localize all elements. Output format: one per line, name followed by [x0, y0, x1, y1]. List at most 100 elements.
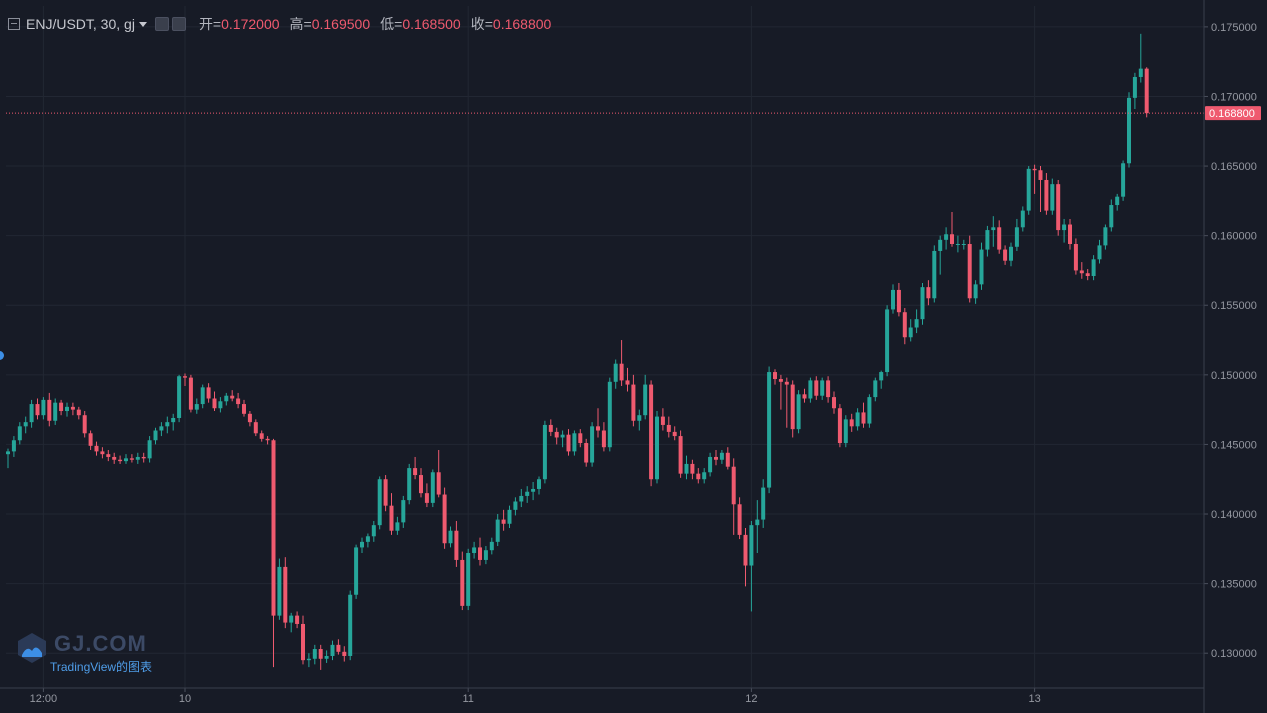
candle-body: [932, 250, 937, 299]
candle-body: [837, 408, 842, 444]
candle-body: [295, 615, 300, 624]
candle: [867, 394, 872, 428]
candle-body: [832, 397, 836, 409]
candle-body: [1056, 184, 1061, 231]
series-marker-dot[interactable]: [0, 351, 4, 360]
candle-body: [47, 399, 52, 421]
candle-body: [861, 412, 866, 424]
candle: [708, 452, 713, 477]
candle-body: [767, 372, 772, 488]
candle: [348, 590, 353, 661]
candle: [76, 406, 81, 420]
candle: [1050, 178, 1055, 215]
candle: [737, 497, 742, 540]
candle-body: [6, 451, 10, 455]
candle-body: [560, 434, 565, 438]
y-tick-label: 0.150000: [1211, 370, 1257, 382]
x-tick-label: 10: [179, 693, 191, 705]
candle: [932, 245, 937, 303]
candle-body: [1003, 249, 1008, 261]
candle: [1121, 160, 1126, 201]
candle: [1044, 173, 1049, 215]
candle: [489, 537, 494, 555]
candle-body: [938, 239, 943, 251]
candle-body: [76, 409, 81, 416]
candle: [649, 380, 654, 487]
candle-body: [914, 319, 919, 328]
candle-body: [696, 473, 701, 480]
candle: [1073, 238, 1078, 275]
candle-body: [82, 415, 87, 434]
symbol-label[interactable]: ENJ/USDT, 30, gj: [26, 16, 135, 32]
candle-body: [88, 433, 93, 446]
candle: [979, 242, 984, 290]
candle-body: [1097, 245, 1102, 260]
candle-body: [690, 463, 695, 474]
candle-body: [790, 384, 795, 430]
candle: [354, 544, 359, 599]
candle: [660, 408, 665, 431]
candle-body: [596, 426, 600, 431]
y-tick-label: 0.165000: [1211, 161, 1257, 173]
candle: [265, 436, 270, 445]
grid-lines: [6, 6, 1204, 688]
candle: [861, 402, 866, 428]
candle-body: [896, 289, 901, 313]
candle-body: [672, 431, 677, 437]
candle: [11, 436, 16, 457]
candle-body: [70, 406, 75, 410]
candle: [247, 411, 252, 427]
candle-body: [383, 479, 388, 506]
candle-body: [743, 534, 748, 566]
candle: [879, 370, 884, 389]
chevron-down-icon[interactable]: [138, 21, 147, 27]
candle: [548, 419, 553, 437]
candle: [236, 392, 241, 409]
candle-body: [472, 547, 477, 553]
watermark-caption[interactable]: TradingView的图表: [50, 660, 153, 674]
collapse-icon[interactable]: [8, 18, 20, 30]
candle: [855, 408, 860, 431]
candle: [29, 399, 34, 428]
settings-icon[interactable]: [171, 17, 186, 31]
candle-body: [129, 458, 134, 460]
candle: [1014, 218, 1019, 251]
eye-icon[interactable]: [154, 17, 169, 31]
candle-body: [135, 456, 140, 460]
candle: [643, 374, 648, 420]
candle: [65, 402, 69, 417]
candle: [666, 416, 671, 438]
candle-body: [537, 479, 541, 489]
candle: [330, 640, 335, 661]
candle-body: [631, 384, 636, 421]
candle: [973, 280, 978, 304]
candle: [1009, 242, 1013, 267]
y-tick-label: 0.155000: [1211, 300, 1257, 312]
candle-body: [814, 380, 819, 396]
candle: [1003, 245, 1008, 265]
candle: [336, 639, 341, 655]
candle-body: [100, 451, 105, 455]
candle-body: [885, 309, 890, 373]
candle: [1079, 262, 1084, 279]
candle: [141, 452, 146, 463]
candle: [324, 650, 329, 663]
candle: [23, 416, 28, 434]
candle-body: [112, 456, 117, 460]
candle-body: [424, 493, 429, 503]
candle-body: [826, 380, 831, 398]
candle: [1056, 179, 1061, 236]
candle: [218, 397, 223, 413]
candle: [944, 227, 949, 250]
candle-body: [1014, 227, 1019, 247]
candle-body: [755, 519, 760, 526]
candle: [678, 430, 683, 478]
candle-body: [737, 504, 742, 535]
candle-body: [153, 430, 158, 441]
candle: [106, 449, 111, 462]
candle: [41, 397, 46, 420]
candle-body: [867, 397, 872, 424]
last-price-label: 0.168800: [1209, 108, 1255, 120]
candle: [590, 422, 595, 467]
